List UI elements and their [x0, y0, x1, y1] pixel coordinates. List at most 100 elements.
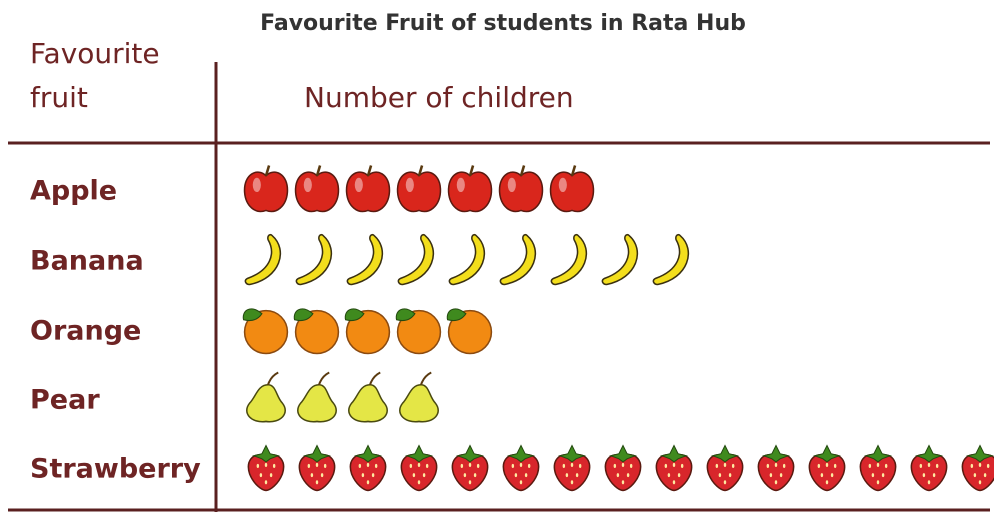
strawberry-seed	[681, 464, 683, 468]
strawberry-seed	[367, 480, 369, 484]
page: {"chart_data": {"type": "pictograph", "t…	[0, 0, 994, 512]
strawberry-seed	[464, 473, 466, 477]
strawberry-seed	[984, 473, 986, 477]
strawberry-seed	[716, 464, 718, 468]
banana-body	[296, 235, 331, 285]
fruit-icon	[298, 372, 336, 421]
fruit-icon	[653, 235, 688, 285]
apple-shine	[304, 178, 312, 192]
apple-shine	[508, 178, 516, 192]
fruit-icon	[299, 446, 334, 491]
strawberry-seed	[719, 473, 721, 477]
strawberry-seed	[627, 473, 629, 477]
strawberry-seed	[729, 473, 731, 477]
strawberry-seed	[461, 464, 463, 468]
fruit-icon	[247, 372, 285, 421]
apple-body	[245, 172, 288, 211]
banana-body	[449, 235, 484, 285]
chart-title: Favourite Fruit of students in Rata Hub	[260, 11, 746, 36]
strawberry-seed	[869, 464, 871, 468]
banana-body	[602, 235, 637, 285]
fruit-icon	[248, 446, 283, 491]
fruit-icon	[347, 235, 382, 285]
apple-body	[449, 172, 492, 211]
fruit-icon	[245, 235, 280, 285]
apple-body	[347, 172, 390, 211]
strawberry-seed	[474, 473, 476, 477]
banana-body	[551, 235, 586, 285]
strawberry-seed	[617, 473, 619, 477]
fruit-icon	[296, 235, 331, 285]
strawberry-seed	[928, 480, 930, 484]
strawberry-seed	[273, 464, 275, 468]
strawberry-seed	[367, 463, 369, 467]
strawberry-seed	[818, 464, 820, 468]
strawberry-seed	[724, 463, 726, 467]
strawberry-seed	[928, 463, 930, 467]
fruit-icon	[401, 446, 436, 491]
pear-body	[400, 385, 438, 422]
fruit-icon	[503, 446, 538, 491]
strawberry-seed	[979, 480, 981, 484]
pear-stem	[421, 372, 431, 384]
strawberry-seed	[566, 473, 568, 477]
banana-body	[347, 235, 382, 285]
fruit-icon	[400, 372, 438, 421]
strawberry-seed	[936, 464, 938, 468]
strawberry-seed	[311, 473, 313, 477]
strawberry-seed	[316, 463, 318, 467]
fruit-icon	[398, 166, 441, 212]
strawberry-seed	[630, 464, 632, 468]
fruit-icon	[345, 309, 389, 354]
strawberry-seed	[770, 473, 772, 477]
strawberry-seed	[525, 473, 527, 477]
strawberry-seed	[834, 464, 836, 468]
strawberry-seed	[971, 464, 973, 468]
strawberry-seed	[520, 480, 522, 484]
strawberry-seed	[872, 473, 874, 477]
fruit-icon	[602, 235, 637, 285]
apple-shine	[559, 178, 567, 192]
strawberry-seed	[673, 480, 675, 484]
strawberry-seed	[362, 473, 364, 477]
fruit-icon	[396, 309, 440, 354]
strawberry-seed	[780, 473, 782, 477]
strawberry-seed	[426, 464, 428, 468]
apple-shine	[355, 178, 363, 192]
fruit-icon	[500, 235, 535, 285]
apple-body	[296, 172, 339, 211]
apple-body	[551, 172, 594, 211]
pear-body	[298, 385, 336, 422]
strawberry-seed	[413, 473, 415, 477]
strawberry-seed	[257, 464, 259, 468]
banana-body	[653, 235, 688, 285]
strawberry-seed	[767, 464, 769, 468]
strawberry-seed	[826, 480, 828, 484]
strawberry-seed	[375, 464, 377, 468]
category-label: Strawberry	[30, 454, 201, 485]
strawberry-seed	[979, 463, 981, 467]
strawberry-seed	[783, 464, 785, 468]
strawberry-seed	[614, 464, 616, 468]
value-header: Number of children	[304, 81, 574, 114]
strawberry-seed	[668, 473, 670, 477]
strawberry-seed	[877, 480, 879, 484]
strawberry-seed	[265, 463, 267, 467]
strawberry-seed	[418, 463, 420, 467]
fruit-icon	[605, 446, 640, 491]
strawberry-seed	[622, 480, 624, 484]
strawberry-seed	[775, 480, 777, 484]
category-label: Banana	[30, 246, 144, 277]
fruit-icon	[860, 446, 895, 491]
fruit-icon	[551, 235, 586, 285]
strawberry-seed	[974, 473, 976, 477]
banana-body	[245, 235, 280, 285]
strawberry-seed	[571, 480, 573, 484]
category-label: Pear	[30, 385, 100, 416]
banana-body	[398, 235, 433, 285]
pear-stem	[319, 372, 329, 384]
strawberry-seed	[260, 473, 262, 477]
fruit-icon	[347, 166, 390, 212]
strawberry-seed	[528, 464, 530, 468]
fruit-icon	[245, 166, 288, 212]
